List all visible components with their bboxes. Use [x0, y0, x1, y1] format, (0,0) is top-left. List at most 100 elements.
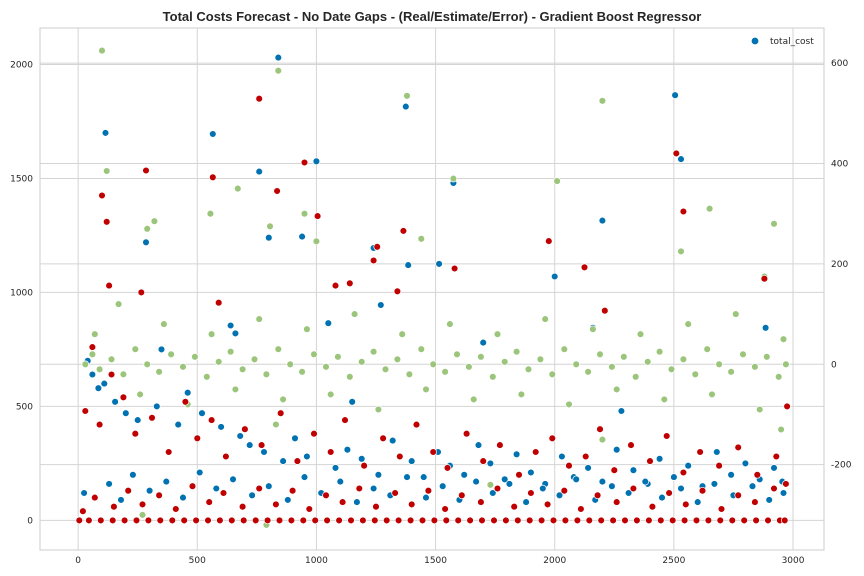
data-point — [741, 459, 750, 468]
data-point — [458, 491, 466, 500]
data-point — [179, 363, 187, 371]
data-point — [310, 350, 318, 359]
data-point — [156, 516, 165, 525]
data-point — [148, 414, 156, 422]
data-point — [672, 149, 681, 158]
data-point — [596, 350, 604, 359]
data-point — [120, 516, 129, 525]
data-point — [777, 425, 785, 434]
data-point — [313, 212, 322, 220]
data-point — [95, 365, 104, 374]
data-point — [537, 516, 546, 525]
data-point — [429, 360, 437, 369]
data-point — [298, 232, 306, 241]
data-point — [241, 425, 249, 433]
data-point — [629, 484, 638, 493]
data-point — [500, 475, 509, 484]
data-point — [514, 516, 522, 525]
data-point — [388, 436, 397, 445]
data-point — [331, 281, 340, 290]
data-point — [693, 498, 702, 506]
data-point — [677, 155, 685, 163]
data-point — [350, 310, 359, 318]
data-point — [612, 385, 621, 394]
data-point — [536, 355, 545, 364]
data-point — [276, 409, 285, 417]
data-point — [748, 482, 757, 490]
y2-tick-label: -200 — [831, 461, 852, 471]
data-point — [553, 177, 561, 185]
data-point — [238, 502, 247, 511]
y2-tick-label: 0 — [831, 360, 837, 370]
data-point — [466, 516, 474, 525]
data-point — [598, 216, 607, 225]
data-point — [335, 516, 343, 525]
data-point — [274, 345, 283, 353]
data-point — [206, 209, 215, 218]
data-point — [391, 489, 399, 497]
data-point — [782, 480, 790, 488]
data-point — [405, 370, 414, 379]
data-point — [418, 516, 427, 525]
data-point — [303, 325, 311, 333]
data-point — [274, 53, 283, 62]
data-point — [217, 423, 225, 431]
data-point — [751, 363, 759, 371]
data-point — [300, 209, 309, 218]
data-point — [105, 480, 113, 488]
data-point — [209, 173, 217, 182]
data-point — [561, 516, 570, 525]
data-point — [207, 416, 216, 424]
data-point — [260, 448, 268, 456]
data-point — [110, 502, 118, 511]
x-tick-label: 500 — [189, 556, 206, 566]
data-point — [740, 516, 748, 525]
data-point — [510, 502, 518, 511]
data-point — [357, 358, 366, 366]
data-point — [348, 398, 356, 406]
data-point — [191, 353, 199, 361]
data-point — [324, 319, 333, 327]
data-point — [266, 222, 274, 231]
data-point — [658, 493, 666, 502]
data-point — [293, 457, 302, 465]
data-point — [734, 443, 742, 452]
data-point — [662, 432, 671, 440]
data-point — [671, 91, 679, 99]
data-point — [393, 355, 402, 364]
data-point — [212, 484, 221, 493]
data-point — [172, 505, 180, 513]
data-point — [648, 502, 657, 511]
data-point — [527, 489, 535, 497]
data-point — [667, 365, 676, 374]
data-point — [393, 287, 402, 296]
data-point — [346, 279, 354, 288]
data-point — [500, 358, 509, 366]
data-point — [753, 471, 762, 479]
data-point — [560, 345, 569, 353]
data-point — [620, 353, 628, 361]
data-point — [272, 420, 280, 429]
data-point — [598, 97, 607, 105]
data-point — [493, 484, 502, 493]
x-tick-label: 2500 — [662, 556, 685, 566]
data-point — [715, 461, 723, 470]
data-point — [97, 516, 105, 525]
data-point — [142, 238, 150, 247]
y2-tick-label: 400 — [831, 160, 848, 170]
data-point — [162, 477, 171, 486]
data-point — [517, 390, 526, 399]
data-point — [228, 516, 236, 525]
data-point — [453, 350, 461, 359]
data-point — [752, 516, 760, 525]
data-point — [751, 498, 759, 506]
data-point — [245, 441, 254, 449]
data-point — [627, 441, 635, 449]
data-point — [610, 466, 619, 474]
data-point — [94, 384, 103, 392]
data-point — [596, 425, 604, 433]
data-point — [91, 493, 99, 502]
data-point — [609, 516, 617, 525]
data-point — [512, 450, 521, 459]
data-point — [763, 353, 771, 361]
